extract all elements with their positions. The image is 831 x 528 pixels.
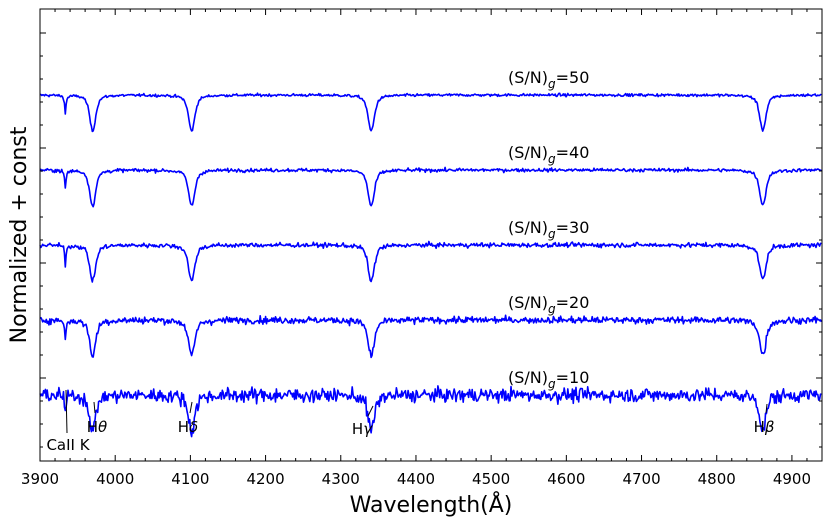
absorption-line-label: Hθ — [87, 418, 107, 436]
y-ticks — [40, 32, 822, 448]
x-tick-label: 4500 — [472, 470, 510, 488]
line-leader — [93, 401, 96, 414]
absorption-line-label: Hγ — [352, 420, 373, 438]
x-tick-label: 4100 — [171, 470, 209, 488]
sn-label: (S/N)g=50 — [508, 68, 589, 91]
sn-label: (S/N)g=20 — [508, 293, 589, 316]
x-tick-label: 4200 — [246, 470, 284, 488]
sn-label: (S/N)g=10 — [508, 368, 589, 391]
absorption-line-label: Hβ — [754, 418, 775, 436]
x-tick-label: 3900 — [21, 470, 59, 488]
spectrum-line-sn20 — [39, 314, 823, 359]
x-tick-label: 4300 — [322, 470, 360, 488]
y-axis-title: Normalized + const — [7, 126, 32, 343]
x-tick-label: 4700 — [622, 470, 660, 488]
absorption-line-label: Hδ — [178, 418, 198, 436]
x-tick-label: 4800 — [698, 470, 736, 488]
line-leader — [367, 405, 374, 417]
absorption-line-label: CaII K — [46, 436, 90, 454]
x-tick-label: 4600 — [547, 470, 585, 488]
line-leader — [189, 401, 193, 414]
line-leader — [765, 403, 768, 414]
spectrum-line-sn40 — [39, 166, 822, 208]
spectrum-line-sn50 — [39, 92, 822, 133]
x-tick-label: 4900 — [773, 470, 811, 488]
line-leader — [65, 389, 68, 434]
sn-label: (S/N)g=40 — [508, 143, 589, 166]
x-axis-title: Wavelength(Å) — [350, 491, 513, 518]
x-ticks: 3900 4000 4100 4200 4300 4400 4500 4600 4700 4800… — [21, 9, 823, 488]
spectrum-line-sn30 — [39, 240, 822, 283]
spectrum-line-sn10 — [39, 385, 822, 438]
sn-labels: (S/N)g=50 (S/N)g=40 (S/N)g=30 (S/N)g=20 (S/N… — [508, 68, 589, 391]
x-tick-label: 4400 — [397, 470, 435, 488]
spectra-series-group — [39, 92, 823, 438]
sn-label: (S/N)g=30 — [508, 218, 589, 241]
x-tick-label: 4000 — [96, 470, 134, 488]
absorption-line-labels: CaII KHθ Hδ Hγ Hβ — [46, 389, 775, 454]
